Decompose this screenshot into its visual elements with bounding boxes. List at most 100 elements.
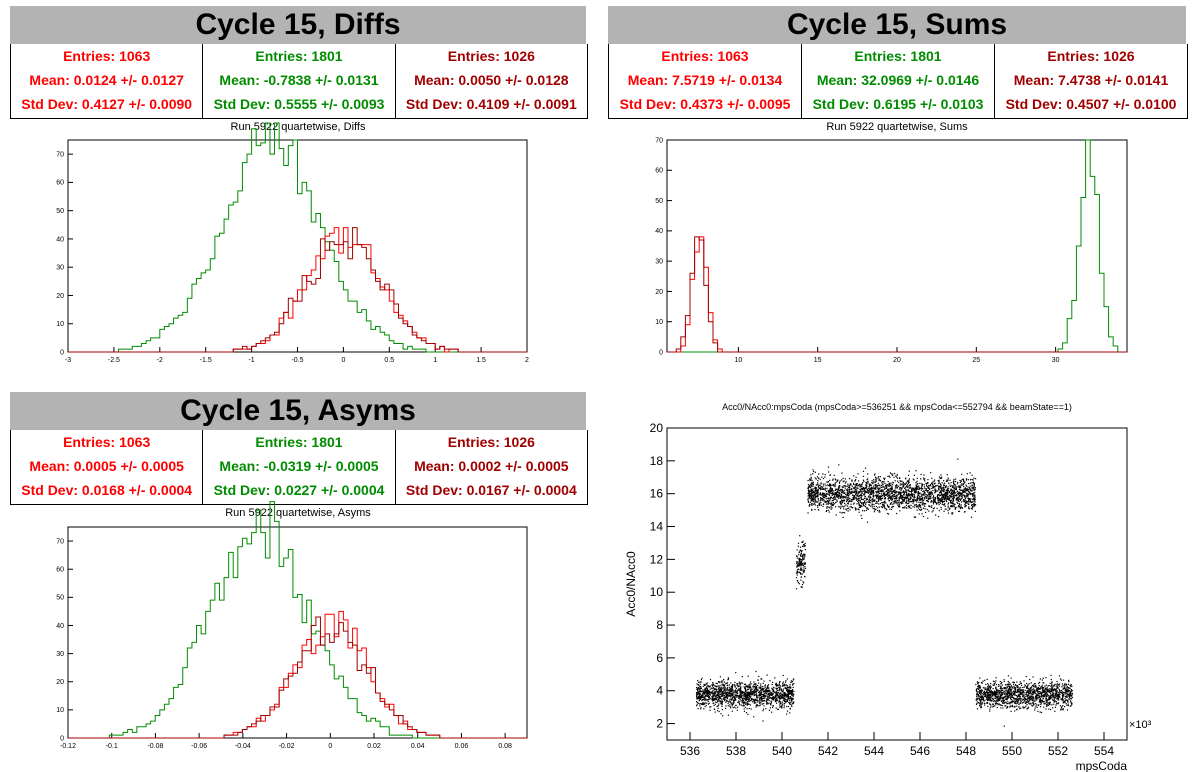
scatter-point	[965, 485, 968, 487]
y-tick-label: 30	[56, 651, 64, 658]
scatter-point	[944, 503, 946, 505]
scatter-point	[973, 477, 975, 479]
scatter-point	[995, 692, 997, 695]
scatter-point	[733, 699, 736, 702]
scatter-point	[999, 695, 1001, 697]
scatter-point	[704, 689, 706, 691]
scatter-point	[875, 480, 877, 482]
scatter-point	[968, 503, 970, 506]
scatter-point	[1051, 682, 1053, 684]
scatter-point	[718, 696, 721, 698]
scatter-point	[840, 493, 842, 495]
scatter-point	[809, 484, 811, 486]
scatter-point	[838, 493, 840, 495]
histogram-series-0	[68, 122, 527, 353]
scatter-point	[809, 501, 812, 503]
scatter-point	[834, 497, 836, 499]
asyms-stats-darkred: Entries: 1026 Mean: 0.0002 +/- 0.0005 St…	[396, 430, 587, 504]
scatter-point	[867, 478, 869, 480]
scatter-point	[811, 498, 814, 500]
scatter-point	[890, 508, 893, 511]
scatter-point	[883, 505, 885, 507]
stat-std: Std Dev: 0.5555 +/- 0.0093	[213, 96, 385, 112]
scatter-point	[1061, 683, 1063, 685]
scatter-point	[820, 486, 823, 488]
scatter-point	[1028, 702, 1030, 704]
scatter-point	[824, 501, 826, 503]
scatter-point	[902, 490, 905, 492]
scatter-point	[699, 694, 701, 696]
scatter-point	[1013, 685, 1015, 687]
scatter-point	[747, 686, 750, 688]
scatter-point	[963, 482, 965, 484]
scatter-point	[757, 697, 759, 699]
scatter-point	[733, 703, 735, 705]
scatter-point	[746, 703, 748, 705]
scatter-point	[723, 687, 725, 689]
scatter-point	[712, 692, 714, 694]
scatter-point	[877, 507, 879, 509]
scatter-point	[1060, 709, 1062, 711]
scatter-point	[911, 490, 913, 492]
scatter-point	[921, 483, 923, 485]
scatter-point	[844, 482, 847, 484]
scatter-point	[924, 494, 926, 496]
scatter-point	[887, 498, 889, 500]
scatter-point	[973, 489, 975, 491]
scatter-point	[846, 485, 848, 487]
scatter-point	[891, 505, 893, 508]
scatter-point	[1044, 690, 1046, 693]
scatter-point	[757, 689, 759, 691]
scatter-point	[867, 491, 869, 493]
scatter-point	[859, 490, 861, 493]
scatter-point	[938, 482, 941, 484]
scatter-point	[802, 557, 804, 559]
scatter-point	[766, 689, 768, 691]
scatter-point	[891, 486, 893, 489]
scatter-point	[878, 484, 880, 486]
scatter-point	[908, 499, 910, 501]
scatter-point	[814, 487, 816, 489]
scatter-point	[828, 499, 830, 501]
scatter-point	[801, 573, 803, 575]
scatter-point	[812, 496, 815, 498]
scatter-point	[937, 501, 939, 503]
scatter-point	[908, 498, 911, 501]
y-tick-label: 70	[655, 137, 663, 144]
scatter-point	[829, 483, 832, 485]
scatter-point	[1039, 706, 1042, 708]
scatter-point	[889, 503, 892, 505]
scatter-point	[917, 483, 919, 485]
scatter-point	[859, 484, 861, 486]
scatter-point	[861, 494, 863, 497]
scatter-point	[815, 496, 817, 498]
scatter-point	[709, 696, 711, 699]
scatter-point	[865, 490, 867, 492]
scatter-point	[929, 492, 931, 494]
stat-std: Std Dev: 0.0227 +/- 0.0004	[213, 482, 385, 498]
scatter-point	[735, 694, 738, 697]
scatter-point	[831, 494, 833, 497]
scatter-point	[966, 489, 968, 491]
scatter-point	[810, 474, 812, 476]
scatter-point	[808, 504, 811, 506]
scatter-point	[951, 503, 954, 505]
scatter-point	[783, 683, 786, 686]
scatter-point	[721, 687, 724, 689]
scatter-point	[723, 689, 725, 691]
scatter-point	[960, 495, 962, 498]
scatter-point	[750, 690, 752, 692]
scatter-point	[850, 500, 852, 503]
scatter-point	[939, 500, 941, 503]
scatter-point	[735, 707, 737, 709]
scatter-point	[995, 690, 998, 692]
scatter-point	[799, 559, 801, 561]
scatter-point	[766, 691, 769, 693]
scatter-point	[1032, 690, 1035, 692]
scatter-point	[829, 483, 831, 486]
scatter-point	[785, 693, 787, 695]
scatter-point	[1054, 700, 1056, 702]
stat-mean: Mean: 0.0005 +/- 0.0005	[29, 458, 184, 474]
scatter-point	[1026, 685, 1029, 687]
